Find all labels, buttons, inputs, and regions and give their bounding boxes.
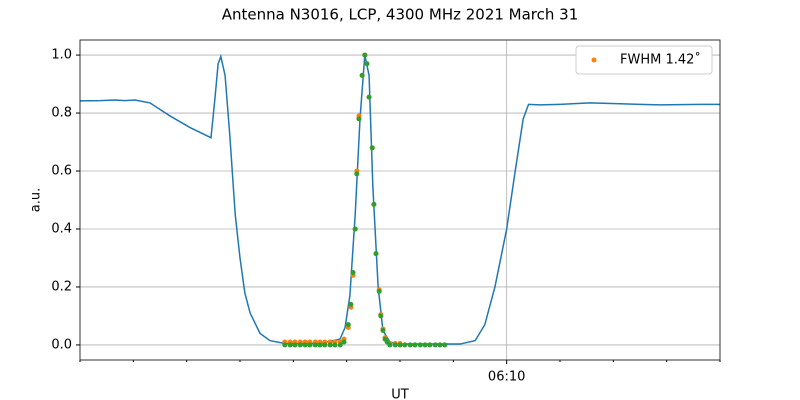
x-tick-label: 06:10 <box>488 370 525 385</box>
data-point <box>437 342 443 348</box>
data-point <box>282 342 288 348</box>
data-point <box>362 52 368 58</box>
data-point <box>352 226 358 232</box>
data-point <box>387 342 393 348</box>
data-point <box>350 269 356 275</box>
data-point <box>369 145 375 151</box>
data-point <box>297 342 303 348</box>
data-point <box>376 288 382 294</box>
x-axis-label: UT <box>391 388 409 400</box>
data-point <box>397 342 403 348</box>
legend-label: FWHM 1.42˚ <box>620 52 701 68</box>
data-point <box>287 342 293 348</box>
legend-marker <box>591 57 597 63</box>
y-tick-label: 0.4 <box>51 221 72 236</box>
y-axis-label: a.u. <box>29 188 44 212</box>
data-point <box>356 116 362 122</box>
data-point <box>407 342 413 348</box>
data-point <box>442 342 448 348</box>
data-point <box>354 171 360 177</box>
data-point <box>327 342 333 348</box>
chart-title: Antenna N3016, LCP, 4300 MHz 2021 March … <box>222 6 579 24</box>
data-point <box>378 313 384 319</box>
y-tick-label: 0.2 <box>51 279 72 294</box>
data-point <box>337 342 343 348</box>
data-point <box>371 201 377 207</box>
data-point <box>317 342 323 348</box>
data-point <box>312 342 318 348</box>
data-point <box>427 342 433 348</box>
data-point <box>302 342 308 348</box>
data-point <box>364 61 370 67</box>
y-tick-label: 1.0 <box>51 48 72 63</box>
data-point <box>380 327 386 333</box>
data-point <box>332 342 338 348</box>
data-point <box>412 342 418 348</box>
data-point <box>422 342 428 348</box>
data-point <box>373 251 379 257</box>
data-point <box>432 342 438 348</box>
data-point <box>348 301 354 307</box>
data-point <box>392 342 398 348</box>
data-point <box>292 342 298 348</box>
y-tick-label: 0.0 <box>51 337 72 352</box>
legend-box <box>575 45 713 75</box>
y-tick-label: 0.6 <box>51 164 72 179</box>
data-line <box>80 53 720 345</box>
data-point <box>322 342 328 348</box>
data-point <box>417 342 423 348</box>
data-point <box>345 322 351 328</box>
data-point <box>402 342 408 348</box>
data-point <box>341 339 347 345</box>
plot-frame <box>79 39 721 361</box>
data-point <box>366 94 372 100</box>
data-point <box>359 72 365 78</box>
y-tick-label: 0.8 <box>51 106 72 121</box>
data-point <box>307 342 313 348</box>
